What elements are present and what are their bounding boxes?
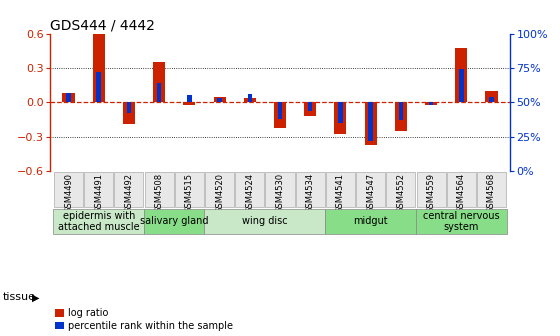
FancyBboxPatch shape — [144, 172, 174, 207]
Bar — [96, 72, 101, 102]
Bar — [157, 83, 161, 102]
Bar — [304, 102, 316, 116]
Bar — [429, 102, 433, 105]
FancyBboxPatch shape — [356, 172, 385, 207]
Bar — [127, 102, 131, 113]
Bar — [248, 94, 252, 102]
Text: GSM4515: GSM4515 — [185, 173, 194, 213]
Bar — [425, 102, 437, 104]
Bar — [368, 102, 373, 141]
Text: ▶: ▶ — [32, 292, 39, 302]
FancyBboxPatch shape — [205, 172, 234, 207]
FancyBboxPatch shape — [114, 172, 143, 207]
Bar — [395, 102, 407, 131]
Bar — [93, 34, 105, 102]
FancyBboxPatch shape — [325, 209, 416, 234]
Bar — [455, 48, 467, 102]
FancyBboxPatch shape — [326, 172, 355, 207]
Bar — [399, 102, 403, 120]
Bar — [489, 97, 494, 102]
Bar — [278, 102, 282, 119]
Bar — [365, 102, 377, 145]
FancyBboxPatch shape — [144, 209, 204, 234]
Text: GSM4491: GSM4491 — [94, 173, 103, 213]
Text: GSM4534: GSM4534 — [306, 173, 315, 213]
Text: GSM4564: GSM4564 — [457, 173, 466, 213]
Text: tissue: tissue — [3, 292, 36, 302]
Text: GSM4490: GSM4490 — [64, 173, 73, 213]
FancyBboxPatch shape — [417, 172, 446, 207]
Bar — [244, 98, 256, 102]
Bar — [183, 102, 195, 104]
Text: salivary gland: salivary gland — [140, 216, 208, 226]
FancyBboxPatch shape — [477, 172, 506, 207]
FancyBboxPatch shape — [204, 209, 325, 234]
FancyBboxPatch shape — [53, 209, 144, 234]
Legend: log ratio, percentile rank within the sample: log ratio, percentile rank within the sa… — [55, 308, 233, 331]
Bar — [334, 102, 347, 134]
Bar — [486, 91, 497, 102]
Text: GSM4530: GSM4530 — [276, 173, 284, 213]
Bar — [338, 102, 343, 123]
FancyBboxPatch shape — [386, 172, 416, 207]
FancyBboxPatch shape — [54, 172, 83, 207]
FancyBboxPatch shape — [235, 172, 264, 207]
FancyBboxPatch shape — [265, 172, 295, 207]
FancyBboxPatch shape — [416, 209, 507, 234]
Text: GSM4568: GSM4568 — [487, 173, 496, 213]
FancyBboxPatch shape — [175, 172, 204, 207]
Text: GSM4552: GSM4552 — [396, 173, 405, 213]
Text: GSM4541: GSM4541 — [336, 173, 345, 213]
Bar — [63, 93, 74, 102]
Bar — [187, 95, 192, 102]
Text: GSM4492: GSM4492 — [124, 173, 133, 213]
Bar — [123, 102, 135, 124]
FancyBboxPatch shape — [296, 172, 325, 207]
Text: GSM4508: GSM4508 — [155, 173, 164, 213]
Bar — [66, 93, 71, 102]
Bar — [153, 62, 165, 102]
FancyBboxPatch shape — [84, 172, 113, 207]
Text: central nervous
system: central nervous system — [423, 211, 500, 232]
Text: GSM4520: GSM4520 — [215, 173, 224, 213]
Text: GSM4547: GSM4547 — [366, 173, 375, 213]
Text: GSM4559: GSM4559 — [427, 173, 436, 213]
Bar — [459, 69, 464, 102]
Bar — [308, 102, 312, 111]
Text: midgut: midgut — [353, 216, 388, 226]
Bar — [217, 98, 222, 102]
FancyBboxPatch shape — [447, 172, 476, 207]
Bar — [274, 102, 286, 128]
Text: wing disc: wing disc — [242, 216, 288, 226]
Bar — [213, 97, 226, 102]
Text: epidermis with
attached muscle: epidermis with attached muscle — [58, 211, 139, 232]
Text: GDS444 / 4442: GDS444 / 4442 — [50, 18, 155, 33]
Text: GSM4524: GSM4524 — [245, 173, 254, 213]
